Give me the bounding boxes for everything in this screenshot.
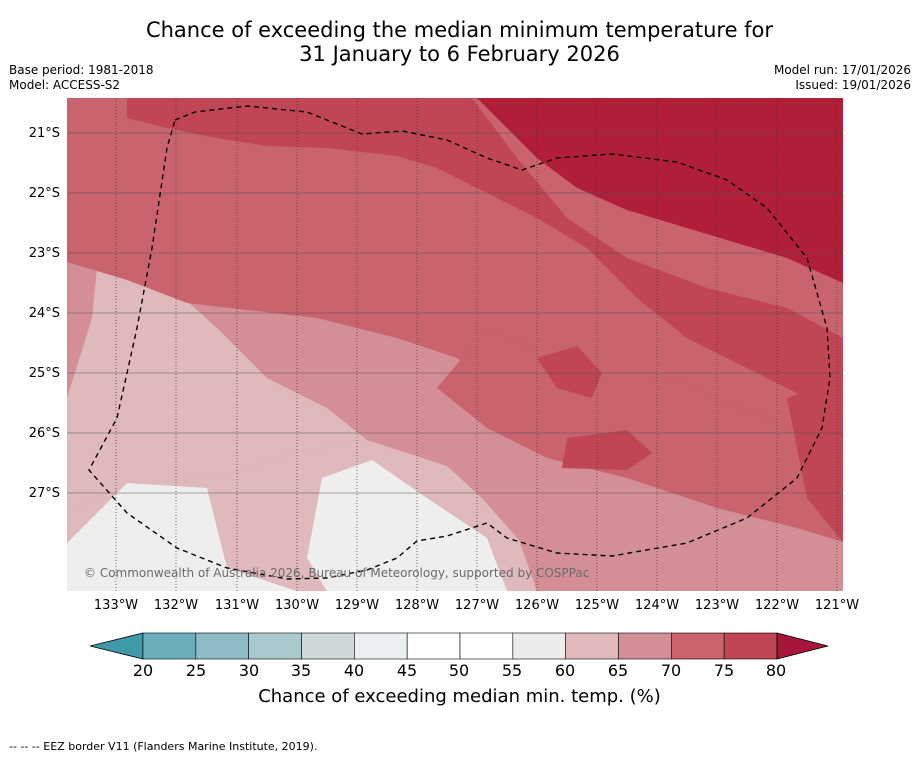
issued-date: Issued: 19/01/2026 — [774, 78, 911, 93]
lon-label-133w: 133°W — [86, 598, 146, 613]
lat-label-23s: 23°S — [0, 246, 60, 261]
colorbar-tick-20: 20 — [123, 661, 163, 680]
lon-label-131w: 131°W — [207, 598, 267, 613]
lat-label-24s: 24°S — [0, 306, 60, 321]
lon-label-124w: 124°W — [627, 598, 687, 613]
eez-legend: -- -- -- EEZ border V11 (Flanders Marine… — [9, 740, 317, 753]
title-line-1: Chance of exceeding the median minimum t… — [0, 18, 919, 42]
lat-label-22s: 22°S — [0, 186, 60, 201]
colorbar-tick-55: 55 — [492, 661, 532, 680]
lon-label-128w: 128°W — [387, 598, 447, 613]
colorbar-tick-65: 65 — [598, 661, 638, 680]
model-run: Model run: 17/01/2026 — [774, 63, 911, 78]
colorbar-cell-40 — [354, 633, 407, 659]
colorbar-svg — [90, 632, 830, 660]
colorbar-tick-45: 45 — [387, 661, 427, 680]
meta-left: Base period: 1981-2018 Model: ACCESS-S2 — [9, 63, 154, 93]
colorbar-tick-30: 30 — [229, 661, 269, 680]
copyright-notice: © Commonwealth of Australia 2026, Bureau… — [84, 566, 589, 580]
colorbar-tick-60: 60 — [545, 661, 585, 680]
colorbar-cell-55 — [513, 633, 566, 659]
colorbar-tick-75: 75 — [704, 661, 744, 680]
colorbar-cell-60 — [566, 633, 619, 659]
colorbar-cell-35 — [302, 633, 355, 659]
colorbar-cell-70 — [671, 633, 724, 659]
lon-label-129w: 129°W — [327, 598, 387, 613]
colorbar-tick-40: 40 — [334, 661, 374, 680]
colorbar-cell-75 — [724, 633, 777, 659]
lon-label-125w: 125°W — [567, 598, 627, 613]
colorbar-tick-50: 50 — [439, 661, 479, 680]
model-name: Model: ACCESS-S2 — [9, 78, 154, 93]
colorbar-low-arrow — [90, 633, 143, 659]
colorbar-cell-50 — [460, 633, 513, 659]
lon-label-130w: 130°W — [267, 598, 327, 613]
lat-label-27s: 27°S — [0, 486, 60, 501]
base-period: Base period: 1981-2018 — [9, 63, 154, 78]
colorbar-label: Chance of exceeding median min. temp. (%… — [0, 686, 919, 707]
meta-right: Model run: 17/01/2026 Issued: 19/01/2026 — [774, 63, 911, 93]
colorbar-cell-45 — [407, 633, 460, 659]
map-title: Chance of exceeding the median minimum t… — [0, 18, 919, 66]
lon-label-123w: 123°W — [687, 598, 747, 613]
colorbar-cell-65 — [619, 633, 672, 659]
lat-label-25s: 25°S — [0, 366, 60, 381]
colorbar-high-arrow — [777, 633, 828, 659]
colorbar-cell-30 — [249, 633, 302, 659]
lon-label-132w: 132°W — [146, 598, 206, 613]
lat-label-26s: 26°S — [0, 426, 60, 441]
lon-label-121w: 121°W — [807, 598, 867, 613]
lon-label-127w: 127°W — [447, 598, 507, 613]
lon-label-122w: 122°W — [747, 598, 807, 613]
lon-label-126w: 126°W — [507, 598, 567, 613]
lat-label-21s: 21°S — [0, 126, 60, 141]
map-area — [67, 98, 843, 591]
colorbar-cell-25 — [196, 633, 249, 659]
colorbar-tick-25: 25 — [176, 661, 216, 680]
colorbar-tick-80: 80 — [756, 661, 796, 680]
colorbar — [90, 632, 830, 664]
colorbar-cell-20 — [143, 633, 196, 659]
colorbar-cells — [143, 633, 777, 659]
colorbar-tick-70: 70 — [651, 661, 691, 680]
colorbar-tick-35: 35 — [281, 661, 321, 680]
map-svg — [67, 98, 843, 591]
